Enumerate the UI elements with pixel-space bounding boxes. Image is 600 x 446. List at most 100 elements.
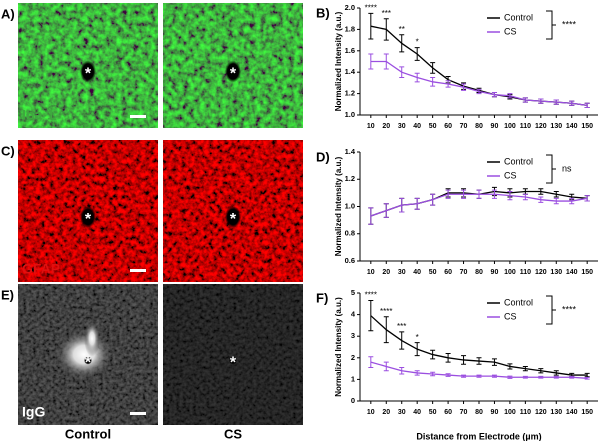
- error-bar: [445, 373, 451, 377]
- error-bar: [491, 374, 497, 378]
- error-bar: [414, 370, 420, 376]
- x-tick-label: 100: [504, 123, 516, 130]
- x-tick-label: 120: [535, 409, 547, 416]
- scale-bar: [130, 269, 146, 272]
- x-tick-label: 70: [460, 409, 468, 416]
- error-bar: [553, 375, 559, 379]
- legend-label: Control: [504, 12, 533, 22]
- legend-label: Control: [504, 297, 533, 307]
- electrode-track: [80, 206, 96, 228]
- x-tick-label: 100: [504, 269, 516, 276]
- error-bar: [476, 357, 482, 365]
- electrode-track: [225, 206, 241, 228]
- x-tick-label: 60: [444, 269, 452, 276]
- error-bar: [584, 102, 590, 109]
- x-tick-label: 90: [491, 409, 499, 416]
- x-axis-label: Distance from Electrode (µm): [416, 431, 541, 441]
- significance-label: ***: [382, 9, 391, 18]
- x-tick-label: 120: [535, 269, 547, 276]
- legend-note: ****: [562, 304, 577, 314]
- charts: B) Normalized Intensity (a.u.)1.01.21.41.…: [316, 3, 598, 441]
- panel-letter: E): [1, 287, 14, 302]
- electrode-track: [84, 356, 92, 365]
- error-bar: [522, 193, 528, 201]
- error-bar: [553, 191, 559, 198]
- error-bar: [383, 18, 389, 41]
- x-tick-label: 40: [413, 269, 421, 276]
- electrode-track: [229, 356, 237, 365]
- error-bar: [553, 370, 559, 376]
- x-tick-label: 20: [382, 269, 390, 276]
- x-tick-label: 140: [566, 409, 578, 416]
- stain-label: GFAP: [22, 261, 60, 277]
- igg-glow: [84, 320, 100, 357]
- y-tick-label: 1.2: [345, 89, 355, 98]
- error-bar: [368, 300, 374, 332]
- significance-label: *: [416, 333, 419, 342]
- error-bar: [445, 352, 451, 363]
- error-bar: [399, 34, 405, 53]
- y-tick-label: 1.4: [345, 147, 356, 156]
- x-tick-label: 150: [581, 123, 593, 130]
- x-tick-label: 40: [413, 123, 421, 130]
- error-bar: [569, 100, 575, 106]
- legend-label: Control: [504, 156, 533, 166]
- error-bar: [538, 375, 544, 379]
- error-bar: [491, 92, 497, 98]
- error-bar: [461, 189, 467, 199]
- x-tick-label: 20: [382, 123, 390, 130]
- error-bar: [414, 197, 420, 210]
- error-bar: [399, 197, 405, 213]
- significance-label: ****: [365, 3, 377, 12]
- error-bar: [368, 207, 374, 225]
- significance-label: ****: [365, 291, 377, 300]
- scale-bar: [130, 115, 146, 118]
- error-bar: [491, 189, 497, 199]
- significance-label: ****: [380, 307, 392, 316]
- x-tick-label: 80: [475, 409, 483, 416]
- stain-label: Iba-1: [22, 107, 55, 123]
- legend-note: ns: [562, 163, 572, 173]
- error-bar: [430, 62, 436, 74]
- error-bar: [538, 188, 544, 195]
- error-bar: [584, 195, 590, 202]
- x-tick-label: 150: [581, 269, 593, 276]
- y-tick-label: 4: [351, 310, 356, 319]
- x-tick-label: 50: [429, 269, 437, 276]
- y-tick-label: 0.8: [345, 229, 355, 238]
- x-tick-label: 30: [398, 409, 406, 416]
- y-axis-label: Normalized Intensity (a.u.): [334, 297, 343, 397]
- error-bar: [569, 197, 575, 205]
- error-bar: [414, 342, 420, 357]
- x-tick-label: 110: [520, 269, 531, 276]
- error-bar: [461, 355, 467, 365]
- x-tick-label: 60: [444, 123, 452, 130]
- series-line: [370, 60, 588, 107]
- error-bar: [522, 365, 528, 372]
- error-bar: [383, 316, 389, 344]
- x-tick-label: 110: [520, 123, 531, 130]
- x-tick-label: 70: [460, 123, 468, 130]
- y-tick-label: 0.6: [345, 256, 355, 265]
- error-bar: [538, 368, 544, 374]
- x-tick-label: 90: [491, 269, 499, 276]
- panel-letter: B): [316, 5, 330, 20]
- error-bar: [553, 99, 559, 105]
- y-tick-label: 2: [351, 353, 355, 362]
- error-bar: [399, 66, 405, 79]
- column-label: CS: [224, 426, 242, 441]
- electrode-track: [225, 60, 241, 83]
- x-tick-label: 20: [382, 409, 390, 416]
- x-tick-label: 10: [367, 123, 375, 130]
- panel-letter: A): [1, 6, 15, 21]
- error-bar: [368, 12, 374, 40]
- error-bar: [522, 375, 528, 379]
- legend-bracket: [546, 295, 556, 325]
- x-tick-label: 130: [550, 409, 562, 416]
- error-bar: [414, 72, 420, 83]
- x-tick-label: 10: [367, 269, 375, 276]
- x-tick-label: 140: [566, 269, 578, 276]
- y-tick-label: 5: [351, 288, 355, 297]
- x-tick-label: 10: [367, 409, 375, 416]
- x-tick-label: 150: [581, 409, 593, 416]
